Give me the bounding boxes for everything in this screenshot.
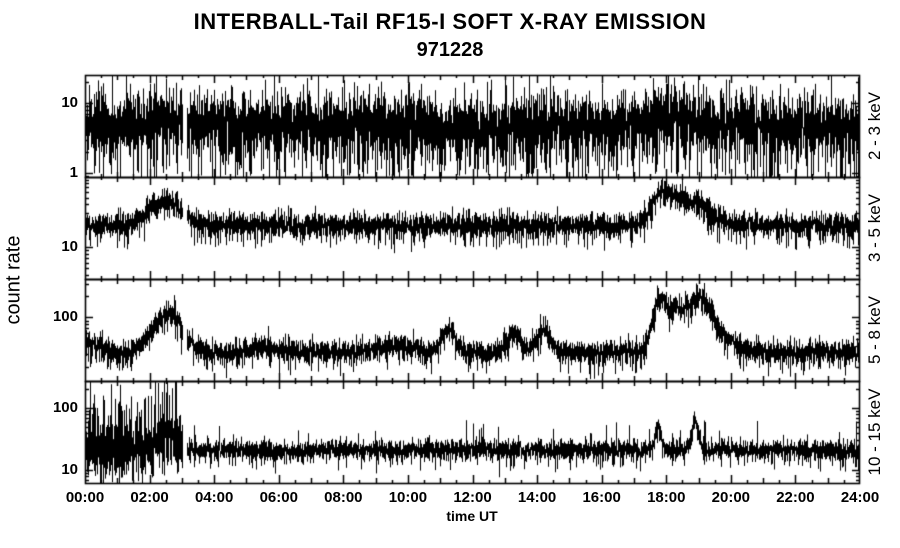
chart-subtitle-date: 971228 xyxy=(416,39,484,61)
y-tick-label: 10 xyxy=(61,461,78,479)
band-label-3-5kev: 3 - 5 keV xyxy=(865,193,884,263)
x-tick-label: 22:00 xyxy=(776,489,815,506)
x-tick-label: 24:00 xyxy=(840,489,880,506)
band-label-5-8kev: 5 - 8 keV xyxy=(865,295,884,365)
x-tick-label: 10:00 xyxy=(388,489,428,506)
x-tick-label: 12:00 xyxy=(453,489,492,506)
x-tick-label: 14:00 xyxy=(517,489,557,506)
x-axis-label: time UT xyxy=(446,508,498,524)
x-tick-label: 02:00 xyxy=(130,489,169,506)
y-tick-label: 100 xyxy=(52,398,78,416)
x-tick-label: 20:00 xyxy=(711,489,751,506)
y-tick-label: 1 xyxy=(69,164,78,182)
chart-title: INTERBALL-Tail RF15-I SOFT X-RAY EMISSIO… xyxy=(193,9,707,34)
y-tick-label: 100 xyxy=(52,308,78,326)
x-tick-label: 00:00 xyxy=(65,489,105,506)
y-tick-label: 10 xyxy=(61,237,78,255)
x-tick-label: 08:00 xyxy=(324,489,363,506)
x-tick-label: 18:00 xyxy=(647,489,686,506)
band-label-10-15kev: 10 - 15 keV xyxy=(865,388,884,476)
y-tick-label: 10 xyxy=(61,93,78,111)
x-tick-label: 04:00 xyxy=(194,489,234,506)
x-tick-label: 06:00 xyxy=(259,489,298,506)
band-label-2-3kev: 2 - 3 keV xyxy=(865,91,884,161)
x-tick-label: 16:00 xyxy=(582,489,621,506)
